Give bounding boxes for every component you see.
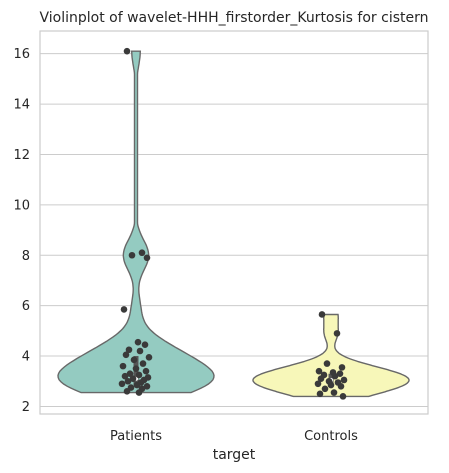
data-point bbox=[123, 47, 131, 55]
data-point bbox=[121, 372, 129, 380]
x-axis-label: target bbox=[213, 447, 256, 463]
data-point bbox=[124, 377, 132, 385]
plot-frame bbox=[39, 30, 429, 415]
data-point bbox=[136, 347, 144, 355]
x-tick-label: Controls bbox=[304, 429, 358, 444]
y-tick-label: 4 bbox=[22, 350, 30, 365]
data-point bbox=[139, 360, 147, 367]
x-tick-labels: Patients Controls bbox=[110, 429, 358, 444]
data-point bbox=[336, 370, 344, 377]
data-point bbox=[119, 362, 127, 370]
data-point bbox=[143, 382, 151, 390]
data-point bbox=[331, 372, 339, 380]
data-point bbox=[135, 371, 143, 379]
data-point bbox=[327, 381, 335, 389]
data-point bbox=[317, 375, 325, 383]
data-point bbox=[128, 251, 136, 259]
data-point bbox=[314, 380, 322, 388]
data-point bbox=[135, 389, 143, 396]
data-point bbox=[118, 380, 126, 388]
data-point bbox=[132, 365, 140, 372]
violins bbox=[57, 50, 410, 398]
data-point bbox=[125, 346, 133, 354]
data-point bbox=[120, 306, 128, 313]
data-point bbox=[143, 254, 151, 262]
data-point bbox=[315, 367, 323, 375]
data-points bbox=[118, 47, 348, 400]
data-point bbox=[340, 376, 348, 384]
y-tick-label: 6 bbox=[22, 299, 30, 314]
data-point bbox=[145, 354, 153, 361]
data-point bbox=[129, 375, 137, 383]
data-point bbox=[333, 330, 341, 337]
data-point bbox=[126, 370, 134, 377]
data-point bbox=[339, 393, 347, 400]
data-point bbox=[123, 388, 131, 395]
data-point bbox=[318, 311, 326, 318]
chart-title: Violinplot of wavelet-HHH_firstorder_Kur… bbox=[39, 10, 428, 26]
data-point bbox=[316, 390, 324, 398]
data-point bbox=[323, 360, 331, 367]
y-tick-labels: 2 4 6 8 10 12 14 16 bbox=[13, 47, 30, 415]
y-tick-label: 8 bbox=[22, 249, 30, 264]
data-point bbox=[122, 351, 130, 359]
data-point bbox=[138, 249, 146, 257]
data-point bbox=[134, 338, 142, 346]
data-point bbox=[141, 341, 149, 349]
y-tick-label: 14 bbox=[13, 98, 30, 113]
y-tick-label: 16 bbox=[13, 47, 30, 62]
y-tick-label: 2 bbox=[22, 400, 30, 415]
data-point bbox=[321, 385, 329, 393]
data-point bbox=[130, 356, 138, 364]
violin-body bbox=[57, 50, 215, 394]
data-point bbox=[330, 389, 338, 396]
x-tick-label: Patients bbox=[110, 429, 162, 444]
data-point bbox=[338, 364, 346, 371]
data-point bbox=[337, 382, 345, 390]
y-tick-label: 12 bbox=[13, 148, 30, 163]
data-point bbox=[133, 381, 141, 389]
y-tick-label: 10 bbox=[13, 198, 30, 213]
data-point bbox=[142, 367, 150, 375]
